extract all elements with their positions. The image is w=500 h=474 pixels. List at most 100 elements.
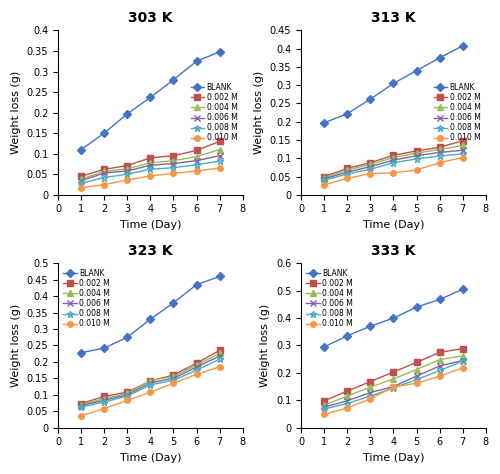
Legend: BLANK, 0.002 M, 0.004 M, 0.006 M, 0.008 M, 0.010 M: BLANK, 0.002 M, 0.004 M, 0.006 M, 0.008 …	[432, 81, 482, 144]
0.004 M	[170, 158, 176, 164]
Line: 0.002 M: 0.002 M	[322, 138, 466, 179]
0.006 M	[170, 375, 176, 381]
0.002 M	[321, 398, 327, 404]
0.004 M	[321, 175, 327, 181]
BLANK	[101, 130, 107, 136]
BLANK	[344, 111, 350, 117]
0.004 M	[436, 146, 442, 152]
0.006 M	[78, 403, 84, 409]
0.002 M	[216, 138, 222, 144]
BLANK	[148, 316, 154, 322]
Y-axis label: Weight loss (g): Weight loss (g)	[11, 304, 21, 387]
Line: 0.010 M: 0.010 M	[322, 155, 466, 188]
Line: 0.006 M: 0.006 M	[78, 353, 223, 409]
0.006 M	[344, 398, 350, 404]
Title: 303 K: 303 K	[128, 11, 172, 25]
0.006 M	[368, 164, 374, 170]
Line: 0.008 M: 0.008 M	[320, 150, 466, 183]
0.006 M	[194, 365, 200, 370]
0.008 M	[148, 166, 154, 172]
0.010 M	[124, 398, 130, 403]
BLANK	[321, 344, 327, 350]
BLANK	[460, 286, 466, 292]
0.004 M	[194, 154, 200, 159]
X-axis label: Time (Day): Time (Day)	[120, 453, 181, 463]
0.004 M	[148, 378, 154, 383]
BLANK	[321, 120, 327, 126]
0.002 M	[170, 372, 176, 378]
Line: 0.010 M: 0.010 M	[78, 165, 223, 191]
0.010 M	[216, 165, 222, 171]
0.002 M	[101, 393, 107, 399]
0.002 M	[321, 173, 327, 179]
0.002 M	[414, 148, 420, 154]
Line: 0.006 M: 0.006 M	[322, 147, 466, 182]
0.010 M	[436, 374, 442, 379]
0.006 M	[414, 374, 420, 379]
BLANK	[414, 304, 420, 310]
0.004 M	[124, 166, 130, 172]
BLANK	[148, 95, 154, 100]
0.004 M	[124, 391, 130, 396]
Line: 0.004 M: 0.004 M	[322, 353, 466, 408]
0.008 M	[101, 399, 107, 405]
BLANK	[436, 55, 442, 61]
0.004 M	[78, 402, 84, 408]
0.002 M	[344, 388, 350, 394]
BLANK	[124, 111, 130, 117]
0.008 M	[216, 158, 222, 164]
BLANK	[78, 350, 84, 356]
Line: 0.006 M: 0.006 M	[322, 358, 466, 410]
BLANK	[194, 58, 200, 64]
BLANK	[101, 345, 107, 351]
Y-axis label: Weight loss (g): Weight loss (g)	[260, 304, 270, 387]
Line: 0.002 M: 0.002 M	[322, 346, 466, 403]
0.010 M	[460, 155, 466, 160]
0.006 M	[124, 168, 130, 174]
Line: 0.006 M: 0.006 M	[78, 153, 223, 183]
Y-axis label: Weight loss (g): Weight loss (g)	[11, 71, 21, 154]
Line: 0.004 M: 0.004 M	[322, 143, 466, 181]
0.006 M	[216, 153, 222, 159]
0.006 M	[321, 176, 327, 182]
0.004 M	[194, 362, 200, 368]
Title: 313 K: 313 K	[371, 11, 416, 25]
0.002 M	[460, 346, 466, 352]
BLANK	[390, 315, 396, 321]
0.010 M	[368, 396, 374, 401]
0.008 M	[216, 356, 222, 362]
0.010 M	[414, 381, 420, 386]
0.002 M	[390, 153, 396, 158]
0.008 M	[148, 382, 154, 388]
0.010 M	[148, 173, 154, 179]
X-axis label: Time (Day): Time (Day)	[120, 220, 181, 230]
0.008 M	[124, 172, 130, 177]
0.010 M	[436, 160, 442, 165]
0.004 M	[414, 150, 420, 156]
0.006 M	[460, 358, 466, 364]
0.002 M	[170, 153, 176, 159]
0.006 M	[101, 398, 107, 403]
0.008 M	[321, 177, 327, 183]
0.006 M	[460, 147, 466, 153]
BLANK	[170, 77, 176, 82]
BLANK	[194, 282, 200, 288]
0.010 M	[216, 364, 222, 370]
0.008 M	[460, 151, 466, 157]
0.002 M	[148, 378, 154, 384]
0.004 M	[78, 176, 84, 182]
0.002 M	[194, 360, 200, 366]
0.002 M	[460, 138, 466, 144]
0.010 M	[78, 413, 84, 419]
0.006 M	[390, 157, 396, 163]
Line: 0.010 M: 0.010 M	[322, 365, 466, 417]
0.006 M	[368, 390, 374, 395]
0.010 M	[194, 168, 200, 174]
Y-axis label: Weight loss (g): Weight loss (g)	[254, 71, 264, 154]
0.006 M	[194, 158, 200, 164]
0.002 M	[78, 401, 84, 407]
0.010 M	[194, 372, 200, 377]
0.006 M	[78, 178, 84, 183]
BLANK	[216, 49, 222, 55]
0.002 M	[124, 163, 130, 168]
